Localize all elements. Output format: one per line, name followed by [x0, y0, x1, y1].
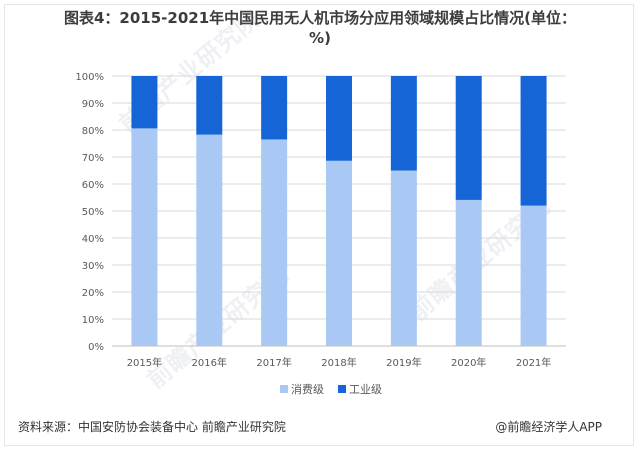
bar-segment [520, 205, 547, 346]
y-tick-label: 100% [75, 72, 104, 83]
y-tick-label: 60% [82, 180, 104, 191]
x-tick-label: 2016年 [192, 356, 227, 369]
bar-segment [261, 139, 288, 346]
x-tick-label: 2015年 [127, 356, 162, 369]
y-tick-label: 20% [82, 288, 104, 299]
legend-swatch [280, 385, 288, 393]
x-tick-label: 2021年 [516, 356, 551, 369]
y-tick-label: 50% [82, 207, 104, 218]
bar-segment [131, 128, 158, 346]
x-tick-label: 2019年 [386, 356, 421, 369]
y-tick-label: 0% [88, 342, 104, 353]
chart-frame [4, 4, 634, 446]
bar-segment [326, 160, 352, 346]
chart-title: 图表4：2015-2021年中国民用无人机市场分应用领域规模占比情况(单位：%) [63, 9, 577, 47]
bar-segment [520, 76, 547, 206]
bar-segment [131, 76, 158, 129]
bar-segment [390, 76, 417, 171]
bar-segment [196, 76, 223, 135]
credit-note: @前瞻经济学人APP [495, 420, 602, 434]
x-tick-label: 2020年 [451, 356, 486, 369]
y-tick-label: 10% [82, 315, 104, 326]
legend-label: 消费级 [291, 382, 324, 396]
y-tick-label: 70% [82, 153, 104, 164]
bar-segment [196, 134, 223, 346]
y-tick-label: 30% [82, 261, 104, 272]
y-tick-label: 90% [82, 99, 104, 110]
x-tick-label: 2017年 [256, 356, 291, 369]
y-tick-label: 40% [82, 234, 104, 245]
bar-segment [326, 76, 352, 161]
x-tick-label: 2018年 [321, 356, 356, 369]
bar-segment [261, 76, 288, 140]
bar-segment [390, 170, 417, 346]
y-tick-label: 80% [82, 126, 104, 137]
bar-segment [455, 76, 482, 200]
source-note: 资料来源：中国安防协会装备中心 前瞻产业研究院 [18, 420, 286, 434]
legend-swatch [338, 385, 346, 393]
legend-label: 工业级 [349, 383, 382, 396]
bar-segment [455, 199, 482, 346]
